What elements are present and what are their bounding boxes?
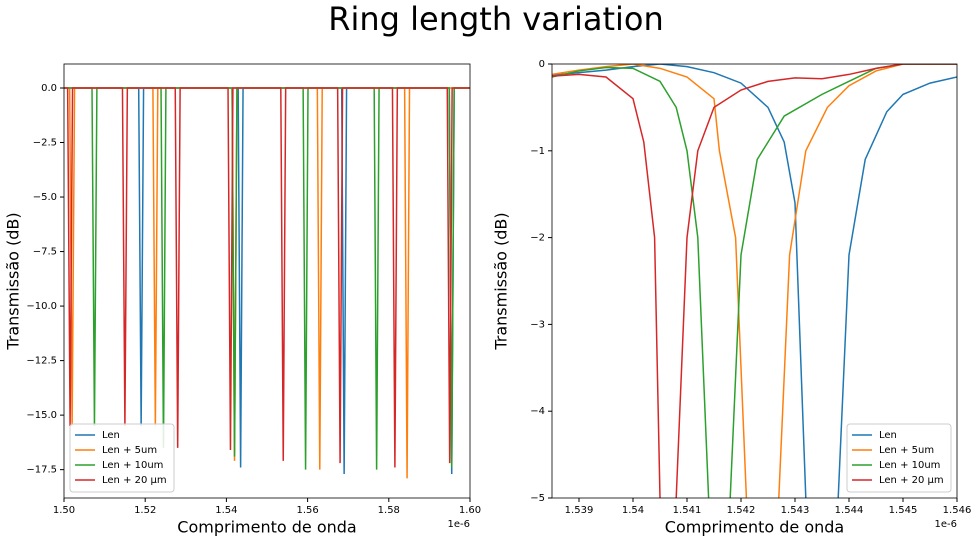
axes-frame: [63, 63, 471, 499]
x-axis-label: Comprimento de onda: [177, 518, 356, 537]
legend-label: Len + 10um: [102, 460, 163, 471]
x-tick-label: 1.542: [727, 505, 756, 516]
legend-label: Len + 20 μm: [102, 475, 167, 486]
y-tick-label: −10.0: [26, 301, 57, 312]
y-tick-label: −15.0: [26, 410, 57, 421]
x-tick-label: 1.539: [565, 505, 594, 516]
y-tick-label: −1: [530, 146, 545, 157]
y-axis-label: Transmissão (dB): [492, 212, 511, 350]
series-line: [552, 64, 957, 498]
y-tick-label: −17.5: [26, 465, 57, 476]
figure-title: Ring length variation: [328, 0, 664, 38]
x-axis-label: Comprimento de onda: [665, 518, 844, 537]
x-tick-label: 1.56: [296, 505, 318, 516]
y-tick-label: −5.0: [33, 192, 57, 203]
x-tick-label: 1.60: [459, 505, 481, 516]
axes-frame: [551, 63, 958, 499]
legend-label: Len + 5um: [102, 445, 157, 456]
x-offset-label: 1e-6: [935, 519, 958, 530]
legend-label: Len: [879, 430, 897, 441]
series-line: [552, 64, 957, 498]
y-axis-label: Transmissão (dB): [4, 212, 23, 350]
x-tick-label: 1.546: [943, 505, 972, 516]
y-tick-label: −3: [530, 319, 545, 330]
legend-label: Len + 20 μm: [879, 475, 944, 486]
y-tick-label: −2.5: [33, 138, 57, 149]
y-tick-label: −5: [530, 493, 545, 504]
x-tick-label: 1.545: [889, 505, 918, 516]
y-tick-label: −12.5: [26, 356, 57, 367]
series-line: [552, 64, 957, 498]
y-tick-label: −4: [530, 406, 545, 417]
series-line: [64, 87, 470, 479]
x-tick-label: 1.54: [622, 505, 644, 516]
y-tick-label: −2: [530, 233, 545, 244]
plot-area: [64, 87, 470, 479]
x-tick-label: 1.50: [53, 505, 75, 516]
x-tick-label: 1.541: [673, 505, 702, 516]
x-tick-label: 1.52: [134, 505, 156, 516]
legend-box: [69, 423, 175, 493]
y-tick-label: −7.5: [33, 247, 57, 258]
x-tick-label: 1.544: [835, 505, 864, 516]
x-tick-label: 1.58: [378, 505, 400, 516]
legend-label: Len: [102, 430, 120, 441]
x-offset-label: 1e-6: [448, 519, 471, 530]
plot-area: [552, 64, 957, 498]
x-tick-label: 1.543: [781, 505, 810, 516]
legend-label: Len + 10um: [879, 460, 940, 471]
series-line: [552, 64, 957, 498]
series-line: [64, 87, 470, 468]
x-tick-label: 1.54: [215, 505, 237, 516]
legend-box: [846, 423, 952, 493]
legend-label: Len + 5um: [879, 445, 934, 456]
y-tick-label: 0: [539, 59, 545, 70]
y-tick-label: 0.0: [41, 83, 57, 94]
